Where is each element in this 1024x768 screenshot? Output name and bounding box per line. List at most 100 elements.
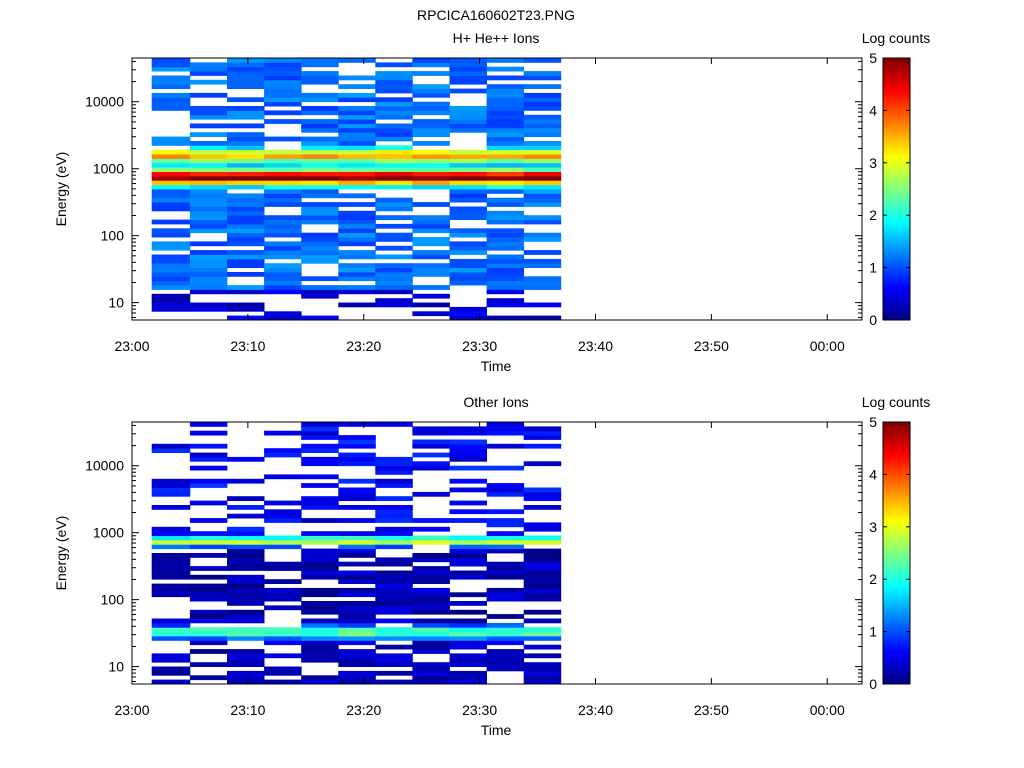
heatmap-cell bbox=[375, 88, 413, 94]
heatmap-cell bbox=[338, 92, 376, 98]
colorbar-gradient-step bbox=[883, 136, 910, 140]
heatmap-cell bbox=[189, 649, 228, 654]
heatmap-cell bbox=[375, 127, 413, 133]
heatmap-cell bbox=[375, 496, 413, 501]
colorbar-gradient-step bbox=[883, 435, 910, 439]
heatmap-cell bbox=[523, 662, 562, 667]
heatmap-cell bbox=[264, 539, 302, 545]
heatmap-cell bbox=[449, 119, 487, 124]
heatmap-cell bbox=[301, 496, 339, 501]
colorbar-gradient-step bbox=[883, 660, 910, 664]
heatmap-cell bbox=[338, 154, 376, 159]
colorbar-gradient-step bbox=[883, 673, 910, 677]
colorbar-gradient-step bbox=[883, 608, 910, 612]
x-tick-label: 23:30 bbox=[462, 338, 497, 354]
heatmap-cell bbox=[338, 162, 376, 168]
heatmap-cell bbox=[523, 149, 562, 155]
colorbar-gradient-step bbox=[883, 594, 910, 599]
heatmap-cell bbox=[264, 474, 302, 480]
heatmap-cell bbox=[264, 513, 302, 519]
heatmap-cell bbox=[151, 79, 191, 85]
heatmap-cell bbox=[375, 175, 413, 181]
colorbar-gradient-step bbox=[883, 437, 910, 441]
colorbar-gradient-step bbox=[883, 513, 910, 517]
colorbar-gradient-step bbox=[883, 296, 910, 300]
heatmap-cell bbox=[189, 158, 228, 164]
heatmap-cell bbox=[264, 75, 302, 81]
colorbar-gradient-step bbox=[883, 631, 910, 635]
heatmap-cell bbox=[338, 97, 376, 103]
heatmap-cell bbox=[449, 193, 487, 199]
heatmap-cell bbox=[151, 158, 191, 164]
heatmap-cell bbox=[523, 180, 562, 186]
colorbar-frame bbox=[882, 421, 911, 685]
colorbar-gradient-step bbox=[883, 537, 910, 541]
heatmap-cell bbox=[189, 452, 228, 458]
heatmap-cell bbox=[486, 531, 525, 536]
colorbar-gradient-step bbox=[883, 558, 910, 562]
colorbar-gradient-step bbox=[883, 94, 910, 98]
heatmap-cell bbox=[189, 302, 228, 308]
heatmap-cell bbox=[151, 219, 191, 225]
heatmap-cell bbox=[264, 636, 302, 641]
heatmap-cell bbox=[189, 483, 228, 488]
heatmap-cell bbox=[189, 306, 228, 312]
heatmap-cell bbox=[338, 452, 376, 458]
heatmap-cell bbox=[227, 263, 265, 268]
colorbar-tick-label: 3 bbox=[869, 155, 877, 171]
heatmap-cell bbox=[449, 487, 487, 493]
heatmap-cell bbox=[486, 548, 525, 554]
heatmap-cell bbox=[301, 461, 339, 467]
heatmap-cell bbox=[338, 601, 376, 606]
heatmap-cell bbox=[449, 189, 487, 194]
colorbar-gradient-step bbox=[883, 450, 910, 454]
heatmap-cell bbox=[338, 570, 376, 576]
heatmap-cell bbox=[189, 114, 228, 120]
heatmap-cell bbox=[264, 171, 302, 177]
heatmap-cell bbox=[412, 241, 450, 247]
heatmap-cell bbox=[264, 509, 302, 515]
heatmap-cell bbox=[151, 167, 191, 172]
heatmap-cell bbox=[189, 66, 228, 72]
x-tick-label: 00:00 bbox=[810, 338, 845, 354]
heatmap-cell bbox=[189, 675, 228, 681]
heatmap-cell bbox=[264, 267, 302, 273]
heatmap-cell bbox=[486, 622, 525, 628]
heatmap-cell bbox=[338, 670, 376, 676]
heatmap-cell bbox=[375, 280, 413, 286]
heatmap-cell bbox=[486, 592, 525, 598]
heatmap-cell bbox=[151, 66, 191, 72]
heatmap-cell bbox=[486, 596, 525, 602]
heatmap-cell bbox=[486, 272, 525, 277]
colorbar-gradient-step bbox=[883, 545, 910, 549]
heatmap-cell bbox=[486, 254, 525, 260]
heatmap-cell bbox=[264, 452, 302, 458]
heatmap-cell bbox=[151, 58, 191, 63]
heatmap-cell bbox=[523, 215, 562, 220]
heatmap-cell bbox=[449, 311, 487, 317]
colorbar-gradient-step bbox=[883, 518, 910, 523]
heatmap-cell bbox=[338, 443, 376, 449]
heatmap-cell bbox=[189, 141, 228, 146]
colorbar-gradient-step bbox=[883, 610, 910, 614]
colorbar-gradient-step bbox=[883, 92, 910, 96]
heatmap-cell bbox=[151, 197, 191, 203]
heatmap-cell bbox=[449, 448, 487, 453]
heatmap-cell bbox=[486, 127, 525, 133]
heatmap-cell bbox=[151, 531, 191, 536]
colorbar-gradient-step bbox=[883, 613, 910, 617]
heatmap-cells bbox=[151, 58, 562, 321]
heatmap-cell bbox=[151, 618, 191, 624]
heatmap-cell bbox=[412, 627, 450, 632]
colorbar-gradient-step bbox=[883, 636, 910, 640]
heatmap-cell bbox=[375, 596, 413, 602]
y-tick-label: 1000 bbox=[93, 525, 124, 541]
heatmap-cell bbox=[412, 587, 450, 593]
x-tick-label: 23:40 bbox=[578, 702, 613, 718]
heatmap-cell bbox=[412, 636, 450, 641]
heatmap-cell bbox=[301, 601, 339, 606]
heatmap-cell bbox=[301, 443, 339, 449]
heatmap-cell bbox=[375, 123, 413, 129]
x-tick-label: 23:40 bbox=[578, 338, 613, 354]
heatmap-cell bbox=[338, 110, 376, 116]
